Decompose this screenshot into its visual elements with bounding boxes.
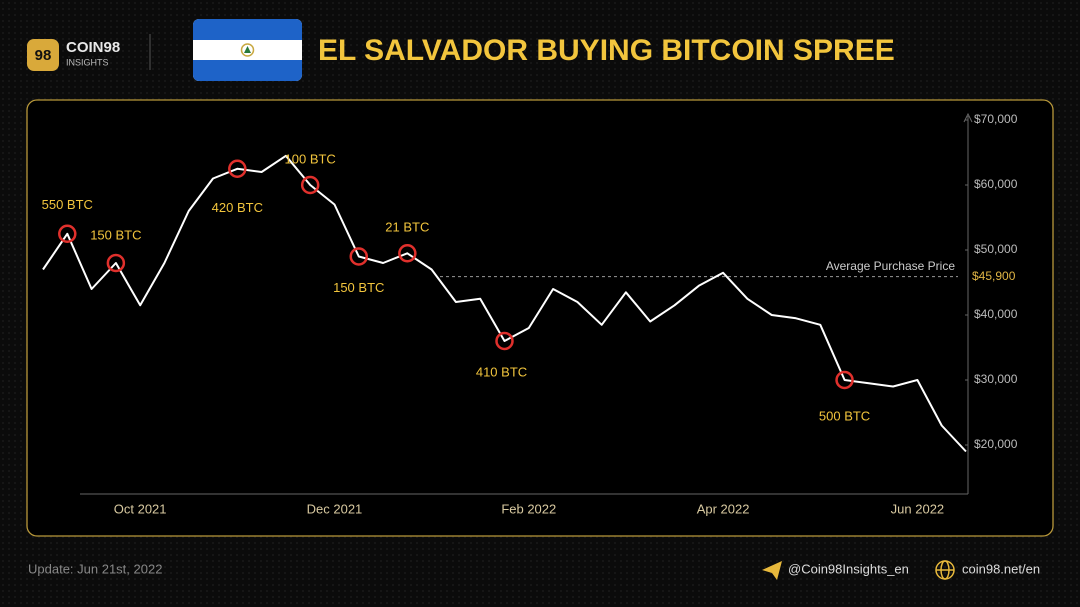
purchase-label: 150 BTC xyxy=(333,280,384,295)
purchase-label: 420 BTC xyxy=(212,200,263,215)
purchase-marker xyxy=(58,224,77,243)
y-axis-arrow xyxy=(963,112,973,123)
y-tick-label: $50,000 xyxy=(974,242,1018,256)
purchase-marker xyxy=(300,175,320,195)
x-tick-label: Feb 2022 xyxy=(501,501,556,516)
y-tick-label: $60,000 xyxy=(974,177,1018,191)
purchase-label: 500 BTC xyxy=(819,408,870,423)
purchase-marker xyxy=(495,331,514,351)
globe-icon xyxy=(935,560,955,580)
x-tick-label: Apr 2022 xyxy=(697,501,750,516)
website: coin98.net/en xyxy=(962,561,1040,576)
logo-badge xyxy=(27,39,59,71)
y-tick-label: $20,000 xyxy=(974,437,1018,451)
social-handle: @Coin98Insights_en xyxy=(788,561,909,576)
update-note: Update: Jun 21st, 2022 xyxy=(28,561,162,576)
purchase-label: 100 BTC xyxy=(285,151,336,166)
purchase-marker xyxy=(398,244,417,263)
flag xyxy=(193,19,302,81)
y-tick-label: $40,000 xyxy=(974,307,1018,321)
brand: COIN98 xyxy=(66,39,120,56)
purchase-label: 150 BTC xyxy=(90,227,141,242)
average-price-value: $45,900 xyxy=(972,269,1016,283)
purchase-label: 550 BTC xyxy=(42,197,93,212)
brand-sub: INSIGHTS xyxy=(66,57,109,67)
purchase-marker xyxy=(106,253,126,273)
x-tick-label: Jun 2022 xyxy=(891,501,945,516)
price-line xyxy=(42,154,967,453)
logo-text: 98 xyxy=(35,47,52,64)
purchase-label: 410 BTC xyxy=(476,364,527,379)
average-price-label: Average Purchase Price xyxy=(826,259,956,273)
purchase-marker xyxy=(228,159,247,178)
y-tick-label: $30,000 xyxy=(974,372,1018,386)
purchase-marker xyxy=(835,370,854,390)
chart-panel xyxy=(26,99,1054,537)
purchase-marker xyxy=(349,247,369,266)
telegram-icon xyxy=(762,561,782,580)
chart-title: EL SALVADOR BUYING BITCOIN SPREE xyxy=(318,34,895,67)
purchase-label: 21 BTC xyxy=(385,220,429,235)
x-tick-label: Oct 2021 xyxy=(114,501,167,516)
x-tick-label: Dec 2021 xyxy=(307,501,363,516)
y-tick-label: $70,000 xyxy=(974,112,1018,126)
